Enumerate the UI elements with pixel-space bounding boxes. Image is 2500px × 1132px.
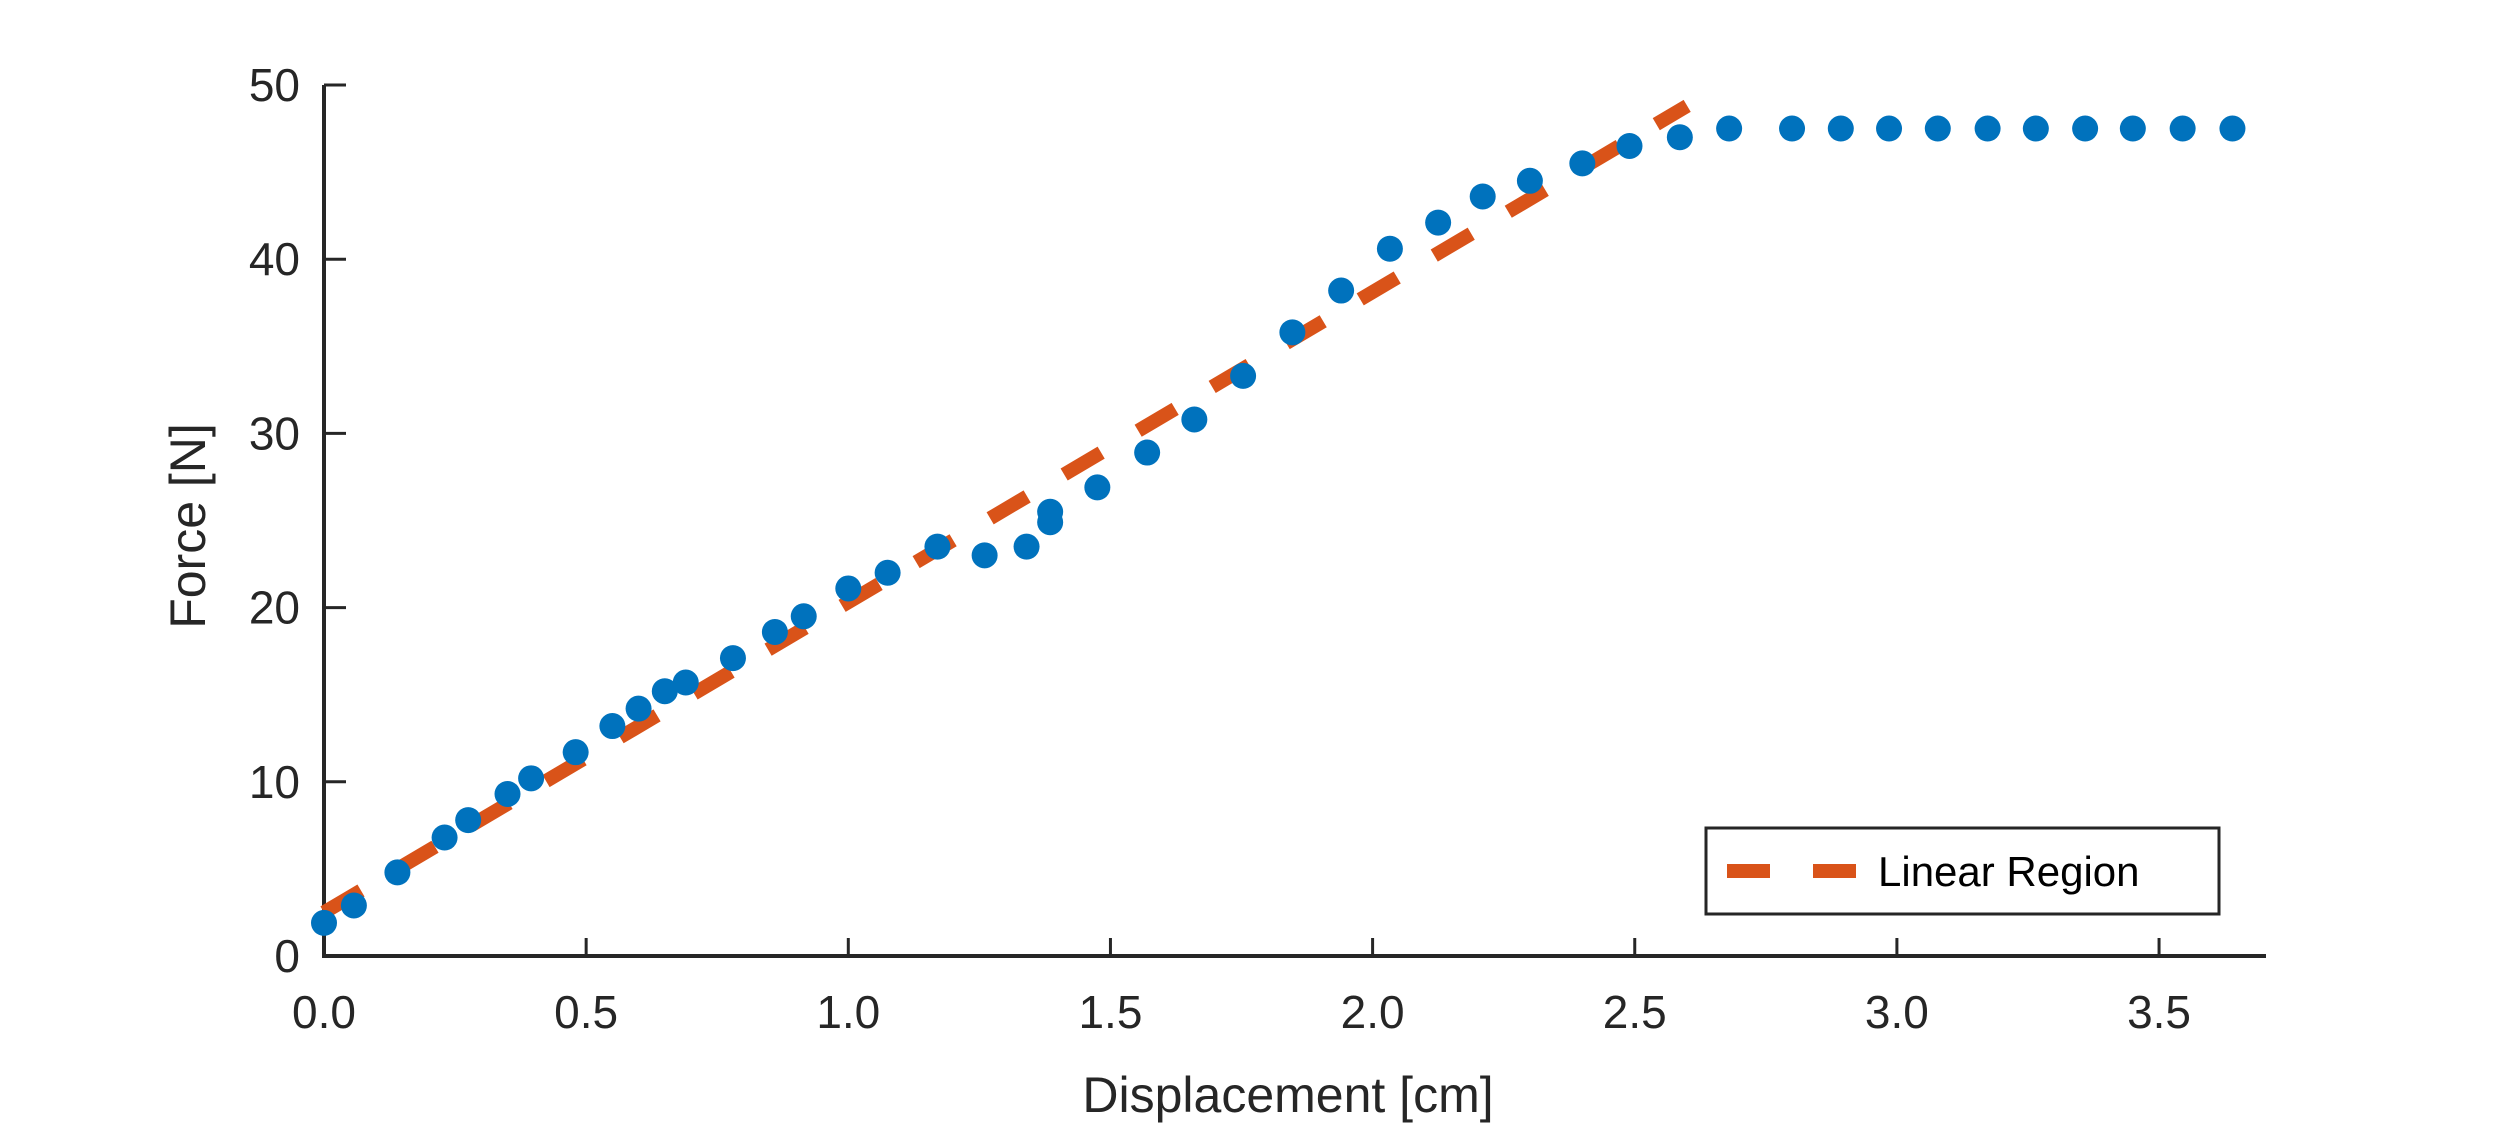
x-tick-label: 2.5: [1603, 986, 1667, 1038]
data-point: [1924, 115, 1951, 142]
y-tick-label: 50: [249, 59, 300, 111]
data-point: [340, 892, 367, 919]
data-point: [455, 807, 482, 834]
data-point: [1230, 362, 1257, 389]
data-point: [2072, 115, 2099, 142]
x-tick-label: 0.0: [292, 986, 356, 1038]
linear-region-line: [320, 99, 1691, 919]
y-tick-label: 10: [249, 756, 300, 808]
data-point: [761, 618, 788, 645]
data-point: [1013, 533, 1040, 560]
y-tick-label: 20: [249, 582, 300, 634]
x-tick-label: 3.5: [2127, 986, 2191, 1038]
data-point: [1616, 132, 1643, 159]
x-tick-label: 2.0: [1341, 986, 1405, 1038]
data-point: [384, 859, 411, 886]
data-point: [625, 695, 652, 722]
data-point: [1666, 124, 1693, 151]
data-point: [494, 780, 521, 807]
data-point: [518, 765, 545, 792]
data-point: [562, 739, 589, 766]
measured-data-points: [311, 115, 2246, 936]
data-point: [2022, 115, 2049, 142]
legend-label-linear-region: Linear Region: [1878, 848, 2140, 895]
data-point: [1974, 115, 2001, 142]
linear-region-dashed-line: [320, 99, 1691, 919]
legend-box: [1704, 826, 2221, 916]
data-point: [874, 559, 901, 586]
data-point: [719, 645, 746, 672]
data-point: [311, 909, 337, 936]
data-point: [1569, 150, 1596, 177]
data-point: [971, 542, 998, 569]
data-point: [651, 678, 678, 705]
y-tick-label: 40: [249, 233, 300, 285]
data-point: [1779, 115, 1806, 142]
data-point: [924, 533, 951, 560]
data-point: [835, 575, 862, 602]
x-tick-label: 0.5: [554, 986, 618, 1038]
data-point: [1037, 498, 1064, 525]
x-axis-title: Displacement [cm]: [1082, 1067, 1493, 1123]
data-point: [1376, 235, 1403, 262]
data-point: [1084, 474, 1111, 501]
data-point: [431, 824, 458, 851]
x-tick-label: 3.0: [1865, 986, 1929, 1038]
x-tick-label: 1.5: [1078, 986, 1142, 1038]
legend: Linear Region: [1704, 826, 2221, 916]
y-tick-label: 30: [249, 407, 300, 459]
data-point: [1827, 115, 1854, 142]
data-point: [1876, 115, 1903, 142]
y-axis-ticks: 0 10 20 30 40 50: [249, 59, 346, 982]
data-point: [1181, 406, 1208, 433]
data-point: [1134, 439, 1161, 466]
data-point: [1516, 167, 1543, 194]
y-tick-label: 0: [274, 930, 300, 982]
data-point: [1469, 183, 1496, 210]
data-point: [1279, 319, 1306, 346]
data-point: [1328, 277, 1355, 304]
axes: 0.0 0.5 1.0 1.5 2.0 2.5 3.0 3.5 0 10 20 30 40 50: [249, 59, 2266, 1038]
data-point: [1425, 209, 1452, 236]
data-point: [672, 669, 699, 696]
data-point: [790, 603, 817, 630]
data-point: [599, 713, 626, 740]
data-point: [2219, 115, 2246, 142]
data-point: [2119, 115, 2146, 142]
data-point: [2169, 115, 2196, 142]
x-tick-label: 1.0: [816, 986, 880, 1038]
data-point: [1716, 115, 1743, 142]
x-axis-ticks: 0.0 0.5 1.0 1.5 2.0 2.5 3.0 3.5: [292, 938, 2191, 1038]
y-axis-title: Force [N]: [160, 423, 216, 629]
